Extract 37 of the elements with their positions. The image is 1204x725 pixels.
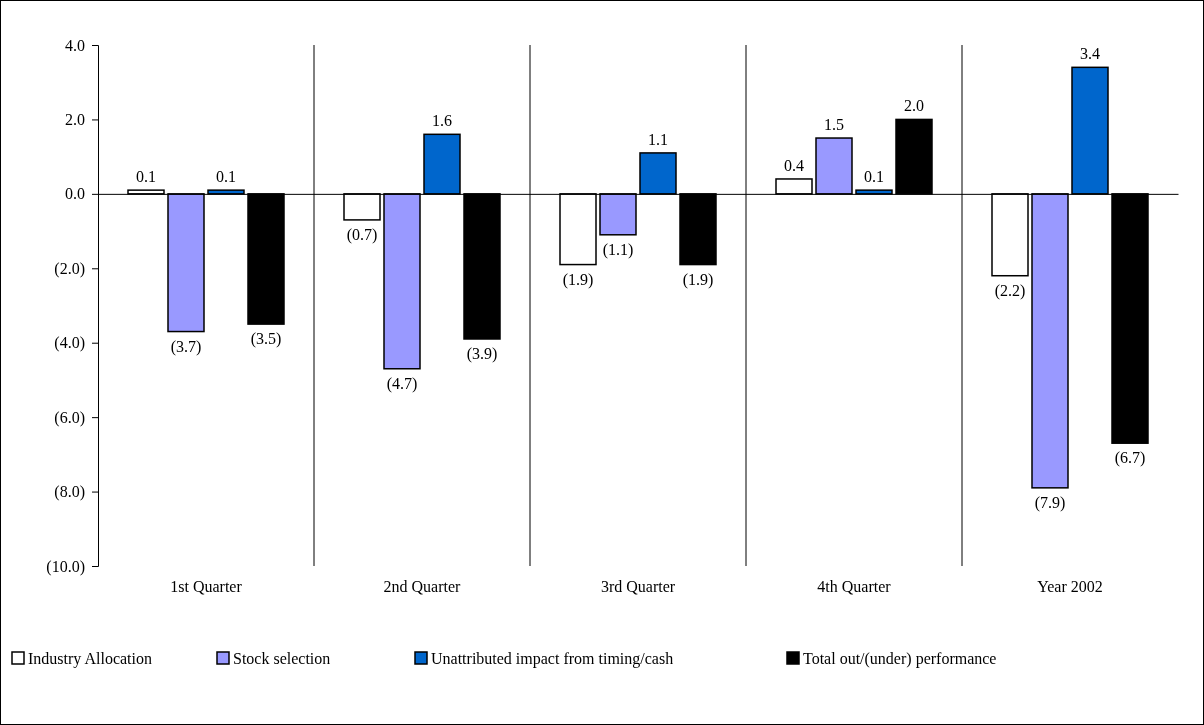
- y-tick-label: (8.0): [54, 483, 85, 502]
- data-label: 3.4: [1080, 45, 1100, 63]
- y-tick-label: (4.0): [54, 334, 85, 353]
- data-label: 1.5: [824, 116, 844, 134]
- x-tick-label: Year 2002: [1037, 578, 1103, 595]
- y-tick-label: 2.0: [65, 111, 85, 129]
- data-label: (0.7): [346, 225, 378, 244]
- data-label: 1.6: [432, 112, 452, 130]
- data-label: 2.0: [904, 97, 924, 115]
- legend-label: Industry Allocation: [28, 650, 152, 668]
- data-label: (7.9): [1034, 493, 1066, 512]
- y-tick-label: 0.0: [65, 185, 85, 203]
- data-label: 0.1: [216, 168, 236, 186]
- x-tick-label: 3rd Quarter: [600, 578, 676, 595]
- y-tick-label: (2.0): [54, 259, 85, 278]
- data-label: (6.7): [1114, 449, 1146, 468]
- data-label: 0.4: [784, 156, 804, 174]
- x-tick-label: 2nd Quarter: [383, 578, 462, 595]
- legend-label: Total out/(under) performance: [803, 650, 997, 668]
- data-label: (1.9): [562, 270, 594, 289]
- data-label: (2.2): [994, 281, 1026, 300]
- legend-label: Unattributed impact from timing/cash: [431, 650, 674, 668]
- data-label: (3.9): [466, 344, 498, 363]
- data-label: (1.9): [682, 270, 714, 289]
- y-tick-label: (10.0): [46, 557, 85, 576]
- legend-label: Stock selection: [233, 650, 331, 667]
- x-tick-label: 4th Quarter: [817, 578, 892, 595]
- data-label: (1.1): [602, 240, 634, 259]
- data-label: (3.7): [170, 337, 202, 356]
- data-label: 0.1: [864, 168, 884, 186]
- data-label: (3.5): [250, 330, 282, 349]
- y-tick-label: (6.0): [54, 408, 85, 427]
- data-label: (4.7): [386, 374, 418, 393]
- data-label: 1.1: [648, 130, 668, 148]
- data-label: 0.1: [136, 168, 156, 186]
- y-tick-label: 4.0: [65, 36, 85, 54]
- x-tick-label: 1st Quarter: [170, 578, 243, 595]
